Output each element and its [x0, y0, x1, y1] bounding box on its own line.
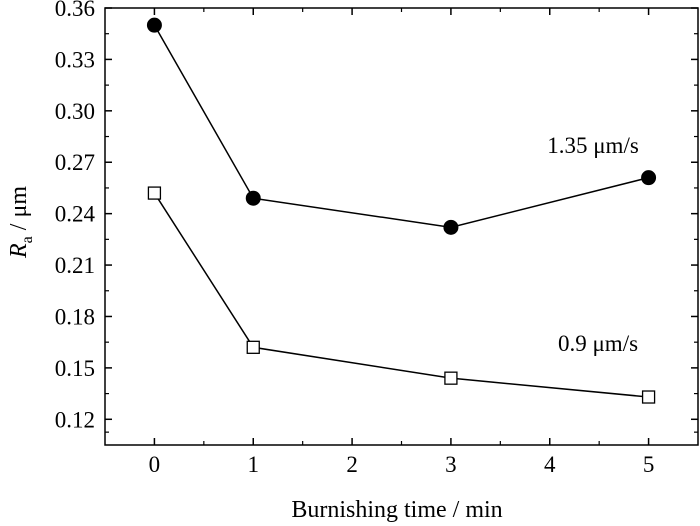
- data-point-circle: [443, 219, 459, 235]
- data-point-square: [246, 340, 260, 354]
- x-tick-label: 2: [346, 452, 358, 477]
- y-tick-label: 0.21: [55, 253, 95, 278]
- series-layer: [146, 17, 657, 404]
- data-point-square: [147, 186, 162, 200]
- series-line-0: [153, 24, 649, 229]
- y-axis-ticks: 0.12 0.15 0.18 0.21 0.24 0.27 0.30 0.33 0.36: [55, 0, 698, 433]
- data-point-square: [444, 371, 458, 385]
- data-point-circle: [146, 17, 162, 33]
- x-tick-label: 0: [149, 452, 161, 477]
- y-tick-label: 0.30: [55, 99, 95, 124]
- y-tick-label: 0.18: [55, 304, 95, 329]
- y-axis-unit: / μm: [6, 186, 32, 237]
- series-label-1-35: 1.35 μm/s: [547, 133, 639, 158]
- y-tick-label: 0.36: [55, 0, 95, 21]
- series-label-0-9: 0.9 μm/s: [558, 331, 638, 356]
- data-point-circle: [641, 170, 657, 186]
- x-tick-label: 3: [445, 452, 457, 477]
- data-point-square: [641, 390, 656, 404]
- x-tick-label: 1: [248, 452, 260, 477]
- y-tick-label: 0.33: [55, 47, 95, 72]
- y-axis-title: Ra / μm: [6, 186, 36, 259]
- y-tick-label: 0.12: [55, 407, 95, 432]
- x-axis-title: Burnishing time / min: [291, 497, 502, 523]
- y-tick-label: 0.27: [55, 150, 95, 175]
- y-axis-symbol: R: [6, 243, 32, 259]
- y-axis-subscript: a: [19, 236, 36, 243]
- series-line-1: [153, 192, 649, 398]
- y-tick-label: 0.24: [55, 202, 96, 227]
- x-tick-label: 5: [643, 452, 655, 477]
- data-point-circle: [245, 190, 261, 206]
- x-axis-ticks: 0 1 2 3 4 5: [149, 8, 655, 477]
- y-tick-label: 0.15: [55, 356, 95, 381]
- plot-frame: [104, 7, 699, 446]
- x-tick-label: 4: [544, 452, 556, 477]
